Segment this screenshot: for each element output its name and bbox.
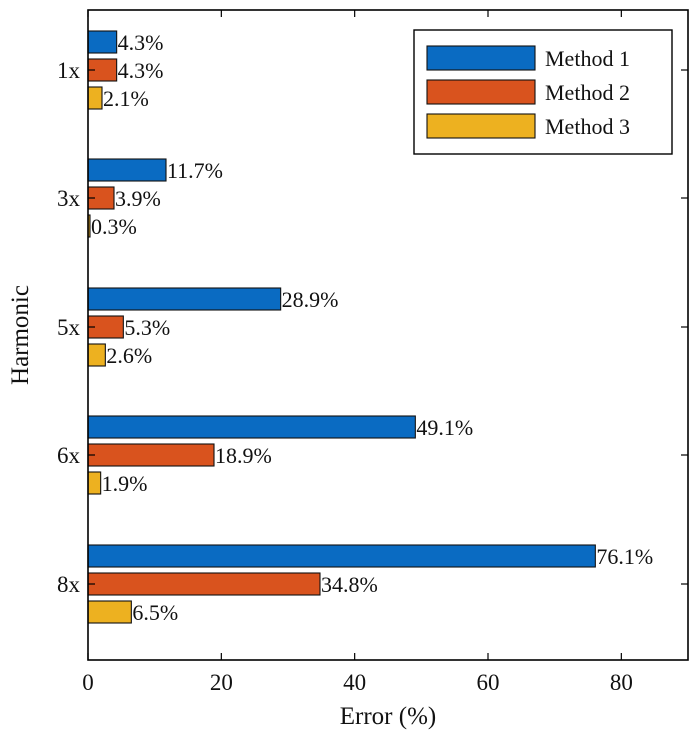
y-tick-label: 8x [57, 572, 81, 597]
y-tick-label: 3x [57, 186, 81, 211]
data-label: 76.1% [596, 544, 653, 569]
bar-6x-method-2 [87, 443, 215, 467]
data-label: 5.3% [124, 315, 170, 340]
bar-8x-method-2 [87, 572, 321, 596]
y-tick-label: 5x [57, 315, 81, 340]
data-labels-layer: 4.3% 4.3% 2.1% 11.7%3.9% 0.3% 28.9% 5.3% 2.6% 49… [91, 30, 653, 625]
data-label: 3.9% [115, 186, 161, 211]
ticks-layer: 1x 3x 5x 6x 8x 0 20 40 60 80 [57, 10, 688, 695]
data-label: 4.3% [118, 58, 164, 83]
data-label: 2.6% [106, 343, 152, 368]
legend: Method 1 Method 2 Method 3 [413, 29, 673, 155]
x-tick-label: 0 [82, 670, 94, 695]
legend-label: Method 3 [545, 114, 630, 139]
legend-swatch [426, 113, 536, 139]
data-label: 6.5% [132, 600, 178, 625]
legend-label: Method 2 [545, 80, 630, 105]
plot-frame [87, 9, 689, 661]
bars-layer [87, 30, 596, 624]
y-axis-title: Harmonic [7, 285, 34, 385]
x-axis-title: Error (%) [340, 703, 436, 730]
bar-5x-method-1 [87, 287, 282, 311]
y-tick-label: 1x [57, 58, 81, 83]
data-label: 1.9% [102, 471, 148, 496]
legend-swatch [426, 45, 536, 71]
y-tick-label: 6x [57, 443, 81, 468]
bar-3x-method-1 [87, 158, 167, 182]
data-label: 28.9% [282, 287, 339, 312]
data-label: 18.9% [215, 443, 272, 468]
bar-8x-method-1 [87, 544, 596, 568]
bar-1x-method-1 [87, 30, 118, 54]
data-label: 0.3% [91, 214, 137, 239]
x-tick-label: 60 [477, 670, 500, 695]
x-tick-label: 40 [343, 670, 366, 695]
bar-5x-method-3 [87, 343, 106, 367]
bar-6x-method-1 [87, 415, 416, 439]
x-tick-label: 80 [610, 670, 633, 695]
bar-1x-method-3 [87, 86, 103, 110]
data-label: 2.1% [103, 86, 149, 111]
data-label: 34.8% [321, 572, 378, 597]
legend-label: Method 1 [545, 46, 630, 71]
bar-6x-method-3 [87, 471, 102, 495]
legend-swatch [426, 79, 536, 105]
x-tick-label: 20 [210, 670, 233, 695]
data-label: 11.7% [167, 158, 223, 183]
bar-8x-method-3 [87, 600, 132, 624]
data-label: 49.1% [416, 415, 473, 440]
data-label: 4.3% [118, 30, 164, 55]
